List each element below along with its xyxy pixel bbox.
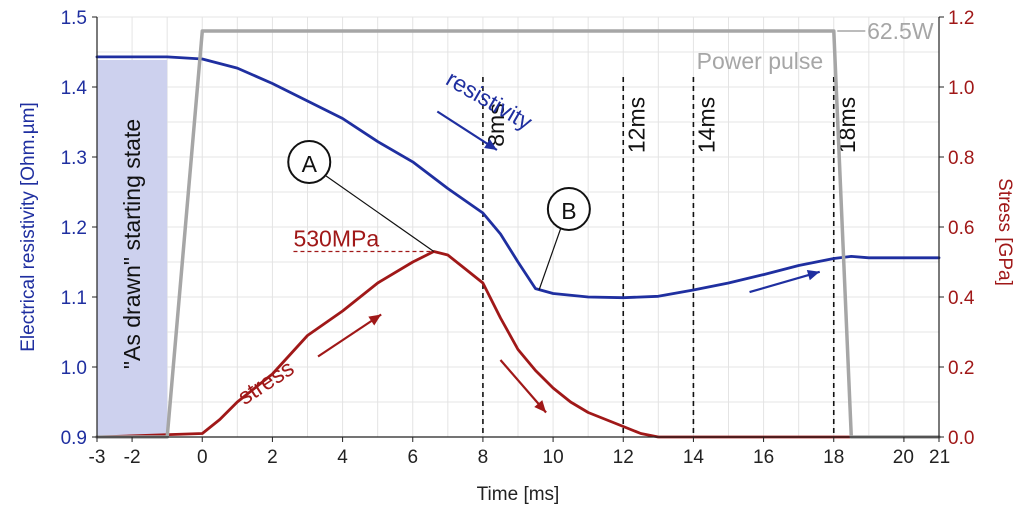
- y-left-tick-label: 1.0: [61, 358, 87, 379]
- stress-arrow-2-head: [534, 400, 547, 413]
- y-right-axis-title: Stress [GPa]: [994, 178, 1015, 286]
- y-left-tick-label: 1.3: [61, 148, 87, 169]
- x-tick-label: 20: [893, 447, 914, 468]
- x-tick-label: 10: [543, 447, 564, 468]
- vline-label-14: 14ms: [693, 97, 719, 153]
- y-right-tick-label: 1.0: [948, 78, 974, 99]
- x-tick-label: 0: [197, 447, 208, 468]
- resistivity-arrow-2-shaft: [749, 270, 821, 294]
- point-a-leader: [322, 173, 435, 252]
- point-a-label: A: [302, 151, 318, 177]
- y-right-tick-label: 0.0: [948, 428, 974, 449]
- series-line-stress: [95, 250, 941, 439]
- axes: -3 -2 0 2 4 6 8 10 12 14 16 18 20 21 0.9 1.0 1.1 1.2 1.3 1.…: [18, 8, 1015, 505]
- resistivity-arrow-head: [484, 139, 497, 150]
- y-right-tick-label: 0.4: [948, 288, 975, 309]
- point-b-leader: [538, 227, 562, 291]
- stress-arrow-shaft: [317, 313, 382, 358]
- power-value-label: 62.5W: [867, 18, 934, 44]
- stress-arrow-head: [368, 314, 382, 326]
- resistivity-arrow-2-head: [806, 270, 820, 281]
- x-tick-label: -2: [124, 447, 141, 468]
- y-left-tick-label: 1.2: [61, 218, 87, 239]
- series-line-resistivity: [95, 55, 941, 300]
- x-tick-label: 4: [337, 447, 348, 468]
- x-axis-title: Time [ms]: [477, 484, 560, 505]
- y-left-tick-label: 0.9: [61, 428, 87, 449]
- peak-label: 530MPa: [293, 226, 379, 252]
- vline-label-8: 8ms: [483, 103, 509, 146]
- power-pulse-label: Power pulse: [697, 48, 824, 74]
- y-left-tick-label: 1.5: [61, 8, 87, 29]
- shaded-region: "As drawn" starting state: [97, 60, 168, 437]
- y-left-tick-label: 1.1: [61, 288, 87, 309]
- x-tick-label: 6: [407, 447, 418, 468]
- y-left-tick-label: 1.4: [61, 78, 88, 99]
- vline-label-12: 12ms: [623, 97, 649, 153]
- grid: [96, 16, 940, 438]
- shaded-region-rect: [97, 60, 168, 437]
- x-tick-label: -3: [89, 447, 106, 468]
- point-a-circle: [287, 140, 332, 184]
- x-tick-label: 18: [823, 447, 844, 468]
- x-tick-label: 2: [267, 447, 278, 468]
- point-b-circle: [546, 187, 591, 231]
- x-tick-label: 8: [478, 447, 489, 468]
- y-left-axis-title: Electrical resistivity [Ohm.µm]: [18, 102, 39, 352]
- x-tick-label: 16: [753, 447, 774, 468]
- point-b-label: B: [561, 198, 576, 224]
- x-tick-label: 21: [929, 447, 950, 468]
- y-right-tick-label: 0.8: [948, 148, 974, 169]
- shaded-region-label: "As drawn" starting state: [119, 119, 145, 369]
- x-tick-label: 12: [613, 447, 634, 468]
- y-right-tick-label: 1.2: [948, 8, 974, 29]
- x-tick-label: 14: [683, 447, 705, 468]
- y-right-tick-label: 0.6: [948, 218, 974, 239]
- y-right-tick-label: 0.2: [948, 358, 974, 379]
